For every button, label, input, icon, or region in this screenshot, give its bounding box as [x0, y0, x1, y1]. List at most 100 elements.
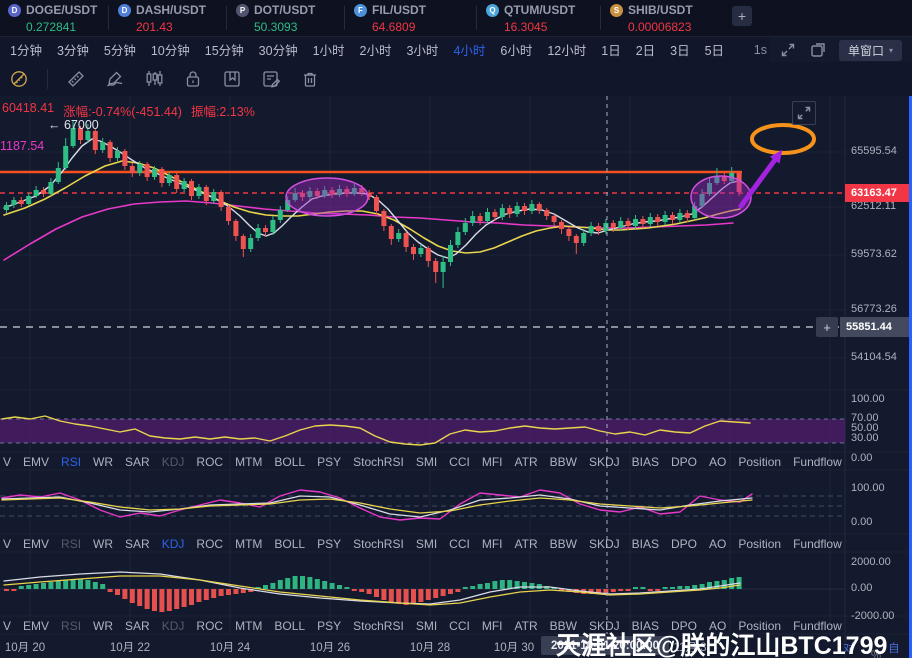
indicator-tab-skdj[interactable]: SKDJ — [588, 536, 620, 551]
indicator-tab-wr[interactable]: WR — [93, 536, 114, 551]
indicator-tab-rsi[interactable]: RSI — [61, 454, 82, 469]
lock-tool-icon[interactable] — [182, 68, 204, 90]
indicator-tab-sar[interactable]: SAR — [125, 618, 150, 633]
indicator-tab-atr[interactable]: ATR — [514, 618, 538, 633]
indicator-tab-boll[interactable]: BOLL — [274, 454, 306, 469]
indicator-tab-bias[interactable]: BIAS — [631, 454, 659, 469]
indicator-tab-dpo[interactable]: DPO — [671, 618, 698, 633]
ticker-dash[interactable]: D DASH/USDT 201.43 — [118, 3, 206, 34]
indicator-tab-mtm[interactable]: MTM — [235, 454, 263, 469]
pen-tool-icon[interactable] — [104, 68, 126, 90]
seconds-interval-button[interactable]: 1s — [753, 43, 767, 57]
indicator-tab-kdj[interactable]: KDJ — [161, 618, 185, 633]
percent-scale-toggle[interactable]: % — [870, 650, 882, 658]
ticker-qtum[interactable]: Q QTUM/USDT 16.3045 — [486, 3, 575, 34]
indicator-tab-dpo[interactable]: DPO — [671, 454, 698, 469]
indicator-tab-skdj[interactable]: SKDJ — [588, 454, 620, 469]
add-order-plus-button[interactable]: + — [816, 317, 838, 337]
indicator-tab-dpo[interactable]: DPO — [671, 536, 698, 551]
timeframe-2日[interactable]: 2日 — [635, 44, 656, 58]
ticker-dot[interactable]: P DOT/USDT 50.3093 — [236, 3, 315, 34]
auto-scale-toggle[interactable]: 自动 — [888, 643, 900, 655]
indicator-tab-wr[interactable]: WR — [93, 618, 114, 633]
ticker-shib[interactable]: S SHIB/USDT 0.00006823 — [610, 3, 693, 34]
indicator-tab-emv[interactable]: EMV — [23, 618, 50, 633]
indicator-tab-sar[interactable]: SAR — [125, 454, 150, 469]
indicator-tab-bias[interactable]: BIAS — [631, 618, 659, 633]
indicator-tab-ao[interactable]: AO — [709, 618, 727, 633]
window-mode-dropdown[interactable]: 单窗口 ▾ — [838, 39, 902, 61]
indicator-tab-bbw[interactable]: BBW — [549, 618, 577, 633]
indicator-tab-position[interactable]: Position — [738, 618, 782, 633]
new-window-icon[interactable] — [809, 41, 827, 59]
scales-icon[interactable] — [779, 41, 797, 59]
indicator-tab-bbw[interactable]: BBW — [549, 536, 577, 551]
timeframe-1小时[interactable]: 1小时 — [312, 44, 345, 58]
ruler-tool-icon[interactable] — [65, 68, 87, 90]
expand-icon[interactable] — [792, 101, 816, 125]
timeframe-5分钟[interactable]: 5分钟 — [103, 44, 136, 58]
indicator-tab-v[interactable]: V — [3, 454, 12, 469]
indicator-tab-skdj[interactable]: SKDJ — [588, 618, 620, 633]
indicator-tab-emv[interactable]: EMV — [23, 454, 50, 469]
indicator-tab-roc[interactable]: ROC — [196, 536, 224, 551]
indicator-tab-mfi[interactable]: MFI — [481, 536, 503, 551]
timeframe-3分钟[interactable]: 3分钟 — [56, 44, 89, 58]
indicator-tab-bias[interactable]: BIAS — [631, 536, 659, 551]
indicator-tab-stochrsi[interactable]: StochRSI — [353, 618, 404, 633]
indicator-tab-emv[interactable]: EMV — [23, 536, 50, 551]
indicator-tab-kdj[interactable]: KDJ — [161, 454, 185, 469]
ticker-doge[interactable]: D DOGE/USDT 0.272841 — [8, 3, 97, 34]
bookmark-tool-icon[interactable] — [221, 68, 243, 90]
indicator-tab-smi[interactable]: SMI — [415, 454, 438, 469]
indicator-tab-mtm[interactable]: MTM — [235, 536, 263, 551]
indicator-tab-rsi[interactable]: RSI — [61, 618, 82, 633]
indicator-tab-cci[interactable]: CCI — [449, 618, 470, 633]
indicator-tab-mfi[interactable]: MFI — [481, 454, 503, 469]
timeframe-30分钟[interactable]: 30分钟 — [258, 44, 298, 58]
indicator-tab-fundflow[interactable]: Fundflow — [793, 454, 842, 469]
indicator-tab-fundflow[interactable]: Fundflow — [793, 618, 842, 633]
indicator-tab-cci[interactable]: CCI — [449, 536, 470, 551]
indicator-tab-stochrsi[interactable]: StochRSI — [353, 536, 404, 551]
indicator-tab-psy[interactable]: PSY — [317, 454, 342, 469]
indicator-tab-smi[interactable]: SMI — [415, 618, 438, 633]
timeframe-10分钟[interactable]: 10分钟 — [150, 44, 190, 58]
trash-tool-icon[interactable] — [299, 68, 321, 90]
timeframe-6小时[interactable]: 6小时 — [500, 44, 533, 58]
indicator-tab-kdj[interactable]: KDJ — [161, 536, 185, 551]
indicator-tab-ao[interactable]: AO — [709, 536, 727, 551]
indicator-tab-v[interactable]: V — [3, 536, 12, 551]
indicator-tab-psy[interactable]: PSY — [317, 536, 342, 551]
timeframe-2小时[interactable]: 2小时 — [359, 44, 392, 58]
indicator-tab-ao[interactable]: AO — [709, 454, 727, 469]
log-scale-toggle[interactable]: 对数 — [843, 643, 855, 655]
indicator-tab-roc[interactable]: ROC — [196, 618, 224, 633]
indicator-tab-boll[interactable]: BOLL — [274, 536, 306, 551]
timeframe-15分钟[interactable]: 15分钟 — [204, 44, 244, 58]
timeframe-1分钟[interactable]: 1分钟 — [10, 44, 42, 58]
indicator-tab-sar[interactable]: SAR — [125, 536, 150, 551]
indicator-tab-v[interactable]: V — [3, 618, 12, 633]
timeframe-4小时[interactable]: 4小时 — [453, 44, 486, 58]
draw-tool-icon[interactable] — [8, 68, 30, 90]
indicator-tab-boll[interactable]: BOLL — [274, 618, 306, 633]
indicator-tab-mtm[interactable]: MTM — [235, 618, 263, 633]
chart-canvas[interactable] — [0, 96, 912, 658]
indicator-tab-stochrsi[interactable]: StochRSI — [353, 454, 404, 469]
notes-tool-icon[interactable] — [260, 68, 282, 90]
indicator-tab-cci[interactable]: CCI — [449, 454, 470, 469]
indicator-tab-smi[interactable]: SMI — [415, 536, 438, 551]
indicator-tab-roc[interactable]: ROC — [196, 454, 224, 469]
indicator-tab-mfi[interactable]: MFI — [481, 618, 503, 633]
add-symbol-button[interactable]: + — [732, 6, 752, 26]
timeframe-12小时[interactable]: 12小时 — [547, 44, 587, 58]
ticker-fil[interactable]: F FIL/USDT 64.6809 — [354, 3, 426, 34]
timeframe-1日[interactable]: 1日 — [601, 44, 621, 58]
indicator-tab-position[interactable]: Position — [738, 536, 782, 551]
indicator-tab-bbw[interactable]: BBW — [549, 454, 577, 469]
indicator-tab-rsi[interactable]: RSI — [61, 536, 82, 551]
timeframe-3小时[interactable]: 3小时 — [406, 44, 439, 58]
timeframe-3日[interactable]: 3日 — [670, 44, 690, 58]
indicator-tab-wr[interactable]: WR — [93, 454, 114, 469]
